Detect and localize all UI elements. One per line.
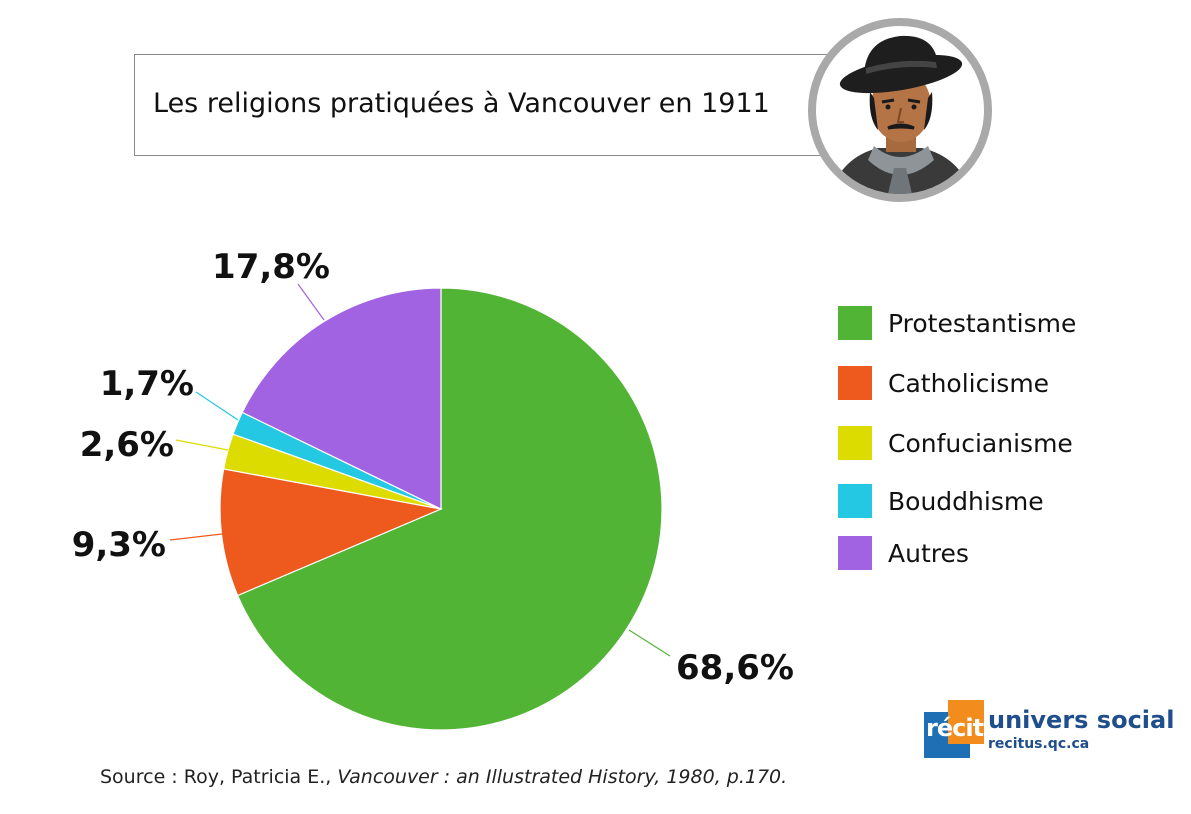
leader-line-bouddhisme bbox=[195, 391, 239, 421]
data-label-confucianisme: 2,6% bbox=[80, 425, 174, 465]
legend-swatch-catholicisme bbox=[838, 366, 872, 400]
leader-line-confucianisme bbox=[175, 439, 229, 451]
chart-title: Les religions pratiquées à Vancouver en … bbox=[153, 88, 770, 119]
legend-item-bouddhisme: Bouddhisme bbox=[838, 484, 1044, 518]
legend-label: Confucianisme bbox=[888, 428, 1073, 458]
leader-line-protestantisme bbox=[628, 629, 671, 657]
legend-swatch-autres bbox=[838, 536, 872, 570]
legend-item-protestantisme: Protestantisme bbox=[838, 306, 1076, 340]
data-label-autres: 17,8% bbox=[212, 247, 330, 287]
legend-label: Autres bbox=[888, 538, 969, 568]
data-label-bouddhisme: 1,7% bbox=[100, 364, 194, 404]
logo-subtitle: recitus.qc.ca bbox=[988, 736, 1090, 752]
legend-item-autres: Autres bbox=[838, 536, 969, 570]
source-title: Vancouver : an Illustrated History, 1980… bbox=[337, 766, 788, 788]
legend-label: Protestantisme bbox=[888, 308, 1077, 338]
legend-swatch-confucianisme bbox=[838, 426, 872, 460]
recit-badge-text: récit bbox=[926, 714, 984, 742]
legend-label: Bouddhisme bbox=[888, 486, 1044, 516]
recit-logo: récit univers social recitus.qc.ca bbox=[924, 700, 1174, 762]
leader-line-catholicisme bbox=[169, 533, 223, 541]
legend-swatch-protestantisme bbox=[838, 306, 872, 340]
leader-line-autres bbox=[297, 283, 325, 321]
pie-slice-catholicisme bbox=[219, 468, 444, 597]
source-citation: Source : Roy, Patricia E., Vancouver : a… bbox=[100, 766, 787, 788]
pie-slice-protestantisme bbox=[236, 287, 663, 731]
recit-logo-badge: récit bbox=[924, 700, 984, 758]
logo-title: univers social bbox=[988, 706, 1175, 734]
pie-slice-autres bbox=[241, 287, 442, 510]
data-label-catholicisme: 9,3% bbox=[72, 525, 166, 565]
legend-item-catholicisme: Catholicisme bbox=[838, 366, 1049, 400]
character-portrait-icon bbox=[808, 18, 992, 202]
source-prefix: Source : Roy, Patricia E., bbox=[100, 766, 338, 788]
title-box: Les religions pratiquées à Vancouver en … bbox=[134, 54, 834, 156]
legend-label: Catholicisme bbox=[888, 368, 1050, 398]
data-label-protestantisme: 68,6% bbox=[676, 648, 794, 688]
legend-swatch-bouddhisme bbox=[838, 484, 872, 518]
legend-item-confucianisme: Confucianisme bbox=[838, 426, 1073, 460]
